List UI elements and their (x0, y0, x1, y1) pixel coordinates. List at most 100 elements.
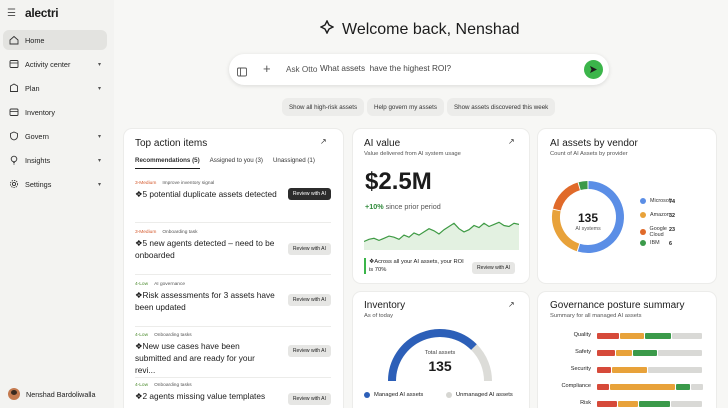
governance-bar-segment (610, 383, 675, 390)
legend-dot (640, 198, 646, 204)
card-title: Top action items (135, 138, 208, 149)
legend-unmanaged: Unmanaged AI assets (446, 392, 513, 398)
governance-bar-segment (645, 332, 671, 339)
nav-label: Insights (25, 155, 51, 165)
growth-text: since prior period (385, 202, 441, 211)
category: Onboarding tasks (154, 383, 192, 388)
expand-arrow-icon[interactable]: ↗ (508, 137, 515, 146)
action-item[interactable]: 4-Low Onboarding tasks ❖2 agents missing … (135, 383, 331, 405)
action-title-text: New use cases have been submitted and ar… (135, 341, 255, 375)
growth-percent: +10% (365, 202, 384, 211)
user-profile[interactable]: Nenshad Bardoliwalla (8, 388, 96, 400)
action-meta: 4-Low Onboarding tasks (135, 333, 331, 338)
card-title: AI assets by vendor (550, 138, 638, 149)
area-fill (364, 222, 519, 250)
action-item[interactable]: 3-Medium Improve inventory signal ❖5 pote… (135, 181, 331, 200)
tab-assigned[interactable]: Assigned to you (3) (209, 157, 263, 164)
nav-item-plan[interactable]: Plan ▾ (3, 78, 107, 98)
chevron-down-icon: ▾ (97, 181, 101, 188)
action-title-text: 5 new agents detected – need to be onboa… (135, 238, 275, 260)
governance-bar-segment (597, 383, 609, 390)
donut-slice-ibm[interactable] (578, 181, 588, 191)
action-item[interactable]: 3-Medium Onboarding task ❖5 new agents de… (135, 230, 331, 261)
card-subtitle: Count of AI Assets by provider (550, 151, 628, 157)
action-meta: 3-Medium Onboarding task (135, 230, 331, 235)
legend-label: IBM (650, 240, 660, 246)
brand-logo: alectri (24, 6, 59, 20)
governance-bar-segment (616, 349, 632, 356)
nav-label: Settings (25, 179, 52, 189)
user-name: Nenshad Bardoliwalla (26, 389, 96, 399)
review-with-ai-button[interactable]: Review with AI (287, 345, 331, 357)
governance-bar-segment (676, 383, 690, 390)
governance-bar-segment (612, 366, 647, 373)
nav-item-home[interactable]: Home (3, 30, 107, 50)
governance-row-label: Quality (573, 332, 591, 338)
nav-item-settings[interactable]: Settings ▾ (3, 174, 107, 194)
ask-input[interactable] (320, 64, 600, 73)
action-item[interactable]: 4-Low AI governance ❖Risk assessments for… (135, 282, 331, 313)
top-action-items-card (124, 129, 343, 408)
tab-unassigned[interactable]: Unassigned (1) (272, 157, 315, 164)
review-with-ai-button[interactable]: Review with AI (287, 188, 331, 200)
action-item[interactable]: 4-Low Onboarding tasks ❖New use cases hav… (135, 333, 331, 376)
suggestion-chip[interactable]: Show assets discovered this week (447, 98, 556, 116)
sidebar-panel-icon[interactable] (237, 64, 247, 82)
chevron-down-icon: ▾ (97, 157, 101, 164)
review-with-ai-button[interactable]: Review with AI (287, 393, 331, 405)
legend-item: Microsoft (640, 198, 680, 204)
card-subtitle: Summary for all managed AI assets (550, 313, 642, 319)
review-with-ai-button[interactable]: Review with AI (287, 294, 331, 306)
nav-item-inventory[interactable]: Inventory (3, 102, 107, 122)
governance-bar-segment (671, 400, 702, 407)
tab-recommendations[interactable]: Recommendations (5) (135, 157, 200, 169)
legend-dot (446, 392, 452, 398)
expand-arrow-icon[interactable]: ↗ (508, 300, 515, 309)
home-icon (9, 35, 19, 45)
legend-label: Unmanaged AI assets (456, 392, 513, 398)
donut-slice-microsoft[interactable] (577, 181, 624, 253)
legend-dot (640, 229, 646, 235)
governance-bar-segment (633, 349, 657, 356)
donut-slice-amazon[interactable] (552, 209, 580, 252)
card-title: Governance posture summary (550, 300, 685, 311)
send-button[interactable] (584, 60, 603, 79)
divider (135, 274, 331, 275)
review-with-ai-button[interactable]: Review with AI (472, 262, 516, 274)
ai-value-amount: $2.5M (365, 168, 432, 195)
sidebar: ☰ alectri Home Activity center ▾ Plan ▾ … (0, 0, 114, 408)
governance-bar-segment (620, 332, 644, 339)
action-meta: 4-Low AI governance (135, 282, 331, 287)
suggestion-chip[interactable]: Help govern my assets (367, 98, 444, 116)
governance-bar-segment (597, 349, 615, 356)
legend-dot (640, 212, 646, 218)
expand-arrow-icon[interactable]: ↗ (320, 137, 327, 146)
inventory-card (353, 292, 529, 408)
action-title: ❖5 potential duplicate assets detected (135, 189, 277, 199)
donut-slice-google-cloud[interactable] (552, 182, 581, 211)
severity: 4-Low (135, 333, 149, 338)
legend-item: Amazon (640, 212, 680, 218)
legend-value: 6 (669, 240, 672, 247)
collapse-sidebar-icon[interactable]: ☰ (7, 7, 16, 19)
lightbulb-icon (9, 155, 19, 165)
review-with-ai-button[interactable]: Review with AI (287, 243, 331, 255)
category: Improve inventory signal (162, 181, 215, 186)
governance-row-label: Risk (580, 400, 591, 406)
suggestion-chip[interactable]: Show all high-risk assets (282, 98, 365, 116)
chevron-down-icon: ▾ (97, 61, 101, 68)
card-subtitle: Value delivered from AI system usage (364, 151, 461, 157)
plus-icon[interactable]: + (263, 61, 271, 76)
avatar (8, 388, 20, 400)
action-meta: 3-Medium Improve inventory signal (135, 181, 331, 186)
card-title: AI value (364, 138, 401, 149)
governance-bar-segment (597, 332, 619, 339)
legend-label: Managed AI assets (374, 392, 424, 398)
assets-by-vendor-card (538, 129, 716, 283)
governance-bar-segment (618, 400, 638, 407)
nav-item-govern[interactable]: Govern ▾ (3, 126, 107, 146)
category: AI governance (154, 282, 186, 287)
nav-item-activity-center[interactable]: Activity center ▾ (3, 54, 107, 74)
nav-item-insights[interactable]: Insights ▾ (3, 150, 107, 170)
legend-dot (364, 392, 370, 398)
